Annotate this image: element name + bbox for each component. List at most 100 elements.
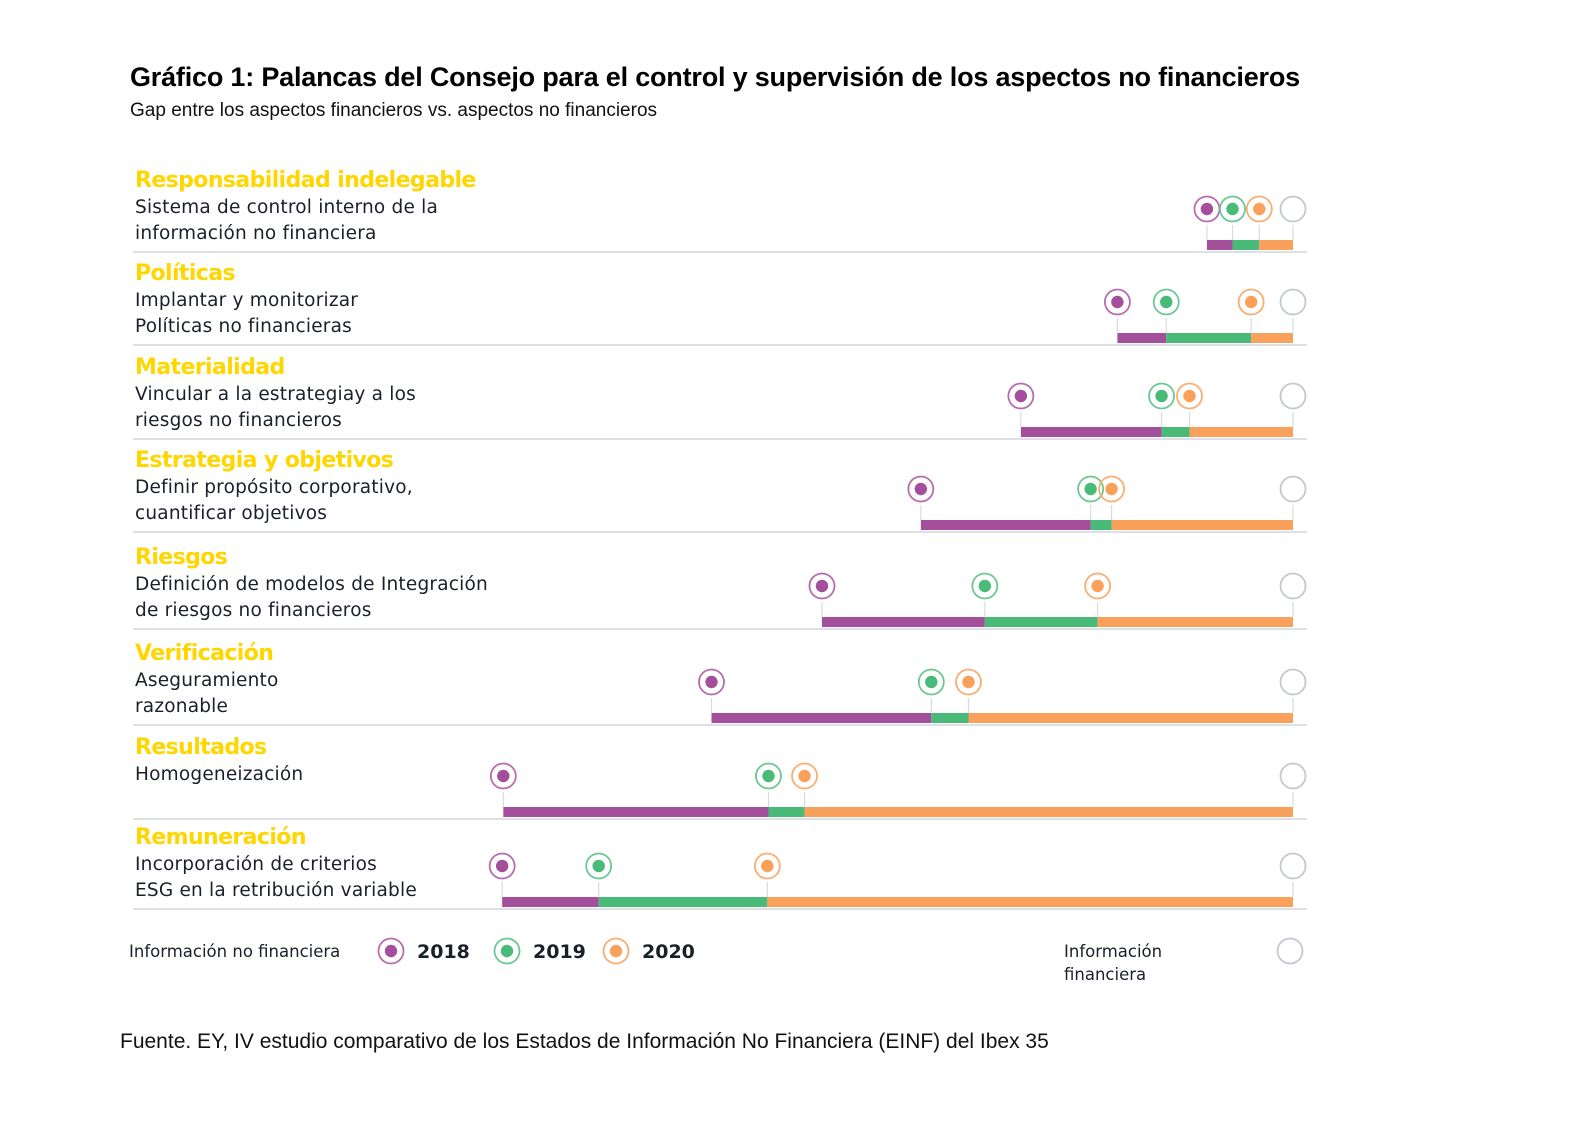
bar-segment-2019 [931, 713, 969, 723]
bar-segment-2020 [1097, 617, 1293, 627]
marker-2018 [808, 572, 836, 600]
marker-2019 [1219, 195, 1246, 223]
marker-2018-ring [488, 852, 516, 880]
marker-2019 [585, 852, 613, 880]
gap-chart: Responsabilidad indelegable Sistema de co… [129, 168, 1307, 984]
bar-segment-2020 [1189, 427, 1293, 437]
legend-marker-2020-ring [602, 937, 630, 965]
marker-2020 [1245, 195, 1273, 223]
marker-financiera [1279, 668, 1307, 696]
legend-marker-2018 [377, 937, 405, 965]
bar-segment-2020 [1259, 240, 1293, 250]
marker-2020-dot [761, 859, 774, 873]
chart-legend: Información no financiera 2018 2019 2020 Inf… [129, 937, 1304, 984]
marker-2020-ring [955, 668, 982, 696]
marker-2020-dot [1105, 482, 1118, 496]
marker-2019-ring [1152, 288, 1180, 316]
marker-financiera [1279, 475, 1307, 503]
marker-2020 [1084, 572, 1112, 600]
bar-segment-2020 [1111, 520, 1293, 530]
legend-marker-2019-ring [493, 937, 521, 965]
chart-row: Materialidad Vincular a la estrategiay a … [133, 355, 1307, 440]
category-label: Resultados [135, 735, 267, 760]
marker-2019 [1152, 288, 1180, 316]
category-label: Materialidad [135, 355, 285, 380]
marker-2020-ring [1237, 288, 1265, 316]
marker-2018-ring [489, 762, 517, 790]
legend-year-2019: 2019 [533, 941, 586, 963]
marker-2020 [753, 852, 781, 880]
category-description: Incorporación de criterios [135, 854, 377, 875]
chart-row: Riesgos Definición de modelos de Integrac… [133, 545, 1307, 630]
marker-2020 [955, 668, 982, 696]
marker-2019 [1148, 382, 1175, 410]
marker-2019 [1077, 475, 1105, 503]
legend-marker-2018-dot [384, 944, 398, 958]
bar-segment-2019 [598, 897, 768, 907]
legend-marker-2020-dot [609, 944, 623, 958]
marker-2020-ring [1176, 382, 1203, 410]
marker-2020-dot [1183, 389, 1196, 403]
legend-marker-2018-ring [377, 937, 405, 965]
bar-segment-2020 [968, 713, 1293, 723]
chart-title: Gráfico 1: Palancas del Consejo para el … [130, 62, 1300, 92]
bar-segment-2020 [804, 807, 1293, 817]
marker-2020-dot [1244, 295, 1258, 309]
category-label: Responsabilidad indelegable [135, 168, 476, 193]
marker-financiera [1279, 762, 1307, 790]
marker-2019 [755, 762, 782, 790]
category-description: Sistema de control interno de la [135, 197, 438, 218]
legend-marker-financiera-ring [1276, 937, 1304, 965]
bar-segment-2019 [1166, 333, 1252, 343]
marker-financiera-ring [1279, 475, 1307, 503]
marker-financiera-ring [1279, 762, 1307, 790]
category-description: Políticas no financieras [135, 316, 352, 337]
marker-2019-dot [925, 675, 938, 689]
legend-marker-financiera [1276, 937, 1304, 965]
marker-financiera [1279, 288, 1307, 316]
marker-2018 [488, 852, 516, 880]
bar-segment-2018 [821, 617, 985, 627]
marker-financiera-ring [1279, 382, 1307, 410]
marker-2018 [489, 762, 517, 790]
bar-segment-2019 [1161, 427, 1190, 437]
category-description: Homogeneización [135, 764, 303, 785]
marker-2020-ring [753, 852, 781, 880]
category-label: Remuneración [135, 825, 306, 850]
bar-segment-2020 [767, 897, 1293, 907]
chart-row: Políticas Implantar y monitorizar Política… [133, 261, 1307, 346]
marker-2018 [1193, 195, 1221, 223]
category-label: Estrategia y objetivos [135, 448, 394, 473]
marker-2019-dot [1155, 389, 1168, 403]
chart-row: Remuneración Incorporación de criterios ES… [133, 825, 1307, 910]
marker-financiera-ring [1279, 668, 1307, 696]
marker-financiera [1279, 572, 1307, 600]
marker-2019-ring [755, 762, 782, 790]
category-description: cuantificar objetivos [135, 503, 327, 524]
marker-2018-ring [907, 475, 935, 503]
marker-2018-dot [1014, 389, 1028, 403]
category-description: Definición de modelos de Integración [135, 574, 488, 595]
marker-2018-ring [808, 572, 836, 600]
marker-2019-ring [917, 668, 945, 696]
marker-2020 [1098, 475, 1125, 503]
marker-2020-ring [1084, 572, 1112, 600]
category-description: Implantar y monitorizar [135, 290, 358, 311]
bar-segment-2018 [711, 713, 932, 723]
marker-2020-dot [798, 769, 811, 783]
chart-rows: Responsabilidad indelegable Sistema de co… [133, 168, 1307, 910]
source-note: Fuente. EY, IV estudio comparativo de lo… [120, 1030, 1049, 1053]
bar-segment-2018 [1117, 333, 1167, 343]
category-description: Aseguramiento [135, 670, 279, 691]
legend-year-2018: 2018 [417, 941, 470, 963]
marker-2020-dot [1091, 579, 1104, 593]
marker-2019-dot [1084, 482, 1097, 496]
bar-segment-2020 [1251, 333, 1293, 343]
marker-2019 [971, 572, 999, 600]
chart-row: Resultados Homogeneización [133, 735, 1307, 820]
category-description: Vincular a la estrategiay a los [135, 384, 416, 405]
marker-2019-dot [1160, 295, 1173, 309]
marker-2018-dot [1111, 295, 1124, 309]
legend-marker-2019-dot [500, 944, 514, 958]
category-label: Verificación [135, 641, 273, 666]
